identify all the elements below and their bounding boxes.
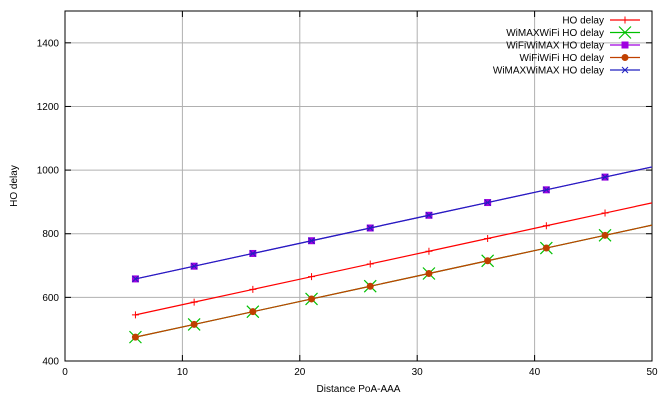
data-point [190, 298, 198, 306]
data-point [249, 285, 257, 293]
x-tick-label: 20 [294, 367, 306, 378]
legend-marker [621, 66, 629, 74]
legend-marker [621, 41, 629, 49]
legend-label: WiMAXWiFi HO delay [506, 28, 604, 39]
legend-item: WiFiWiFi HO delay [520, 53, 640, 64]
plot-frame [64, 10, 653, 362]
data-point [484, 257, 492, 265]
data-point [601, 173, 609, 181]
series-group [129, 166, 653, 344]
y-tick-label: 600 [42, 293, 59, 304]
x-tick-label: 30 [412, 367, 424, 378]
data-point [131, 333, 139, 341]
y-tick-label: 1000 [37, 166, 60, 177]
y-tick-label: 400 [42, 357, 59, 368]
data-point [249, 308, 257, 316]
series-1 [131, 202, 653, 319]
y-tick-label: 800 [42, 229, 59, 240]
data-point [190, 320, 198, 328]
legend-label: HO delay [562, 16, 604, 27]
x-tick-label: 40 [529, 367, 541, 378]
legend-item: HO delay [562, 16, 640, 27]
legend-label: WiFiWiMAX HO delay [506, 41, 604, 52]
legend-marker [621, 16, 629, 24]
legend-item: WiMAXWiMAX HO delay [493, 66, 640, 77]
data-point [484, 235, 492, 242]
data-point [601, 209, 609, 217]
data-point [542, 244, 550, 252]
series-line [135, 166, 653, 280]
x-tick-label: 50 [646, 367, 658, 378]
data-point [425, 247, 433, 255]
x-tick-label: 0 [62, 367, 68, 378]
y-tick-label: 1200 [37, 102, 60, 113]
legend-label: WiMAXWiMAX HO delay [493, 66, 604, 77]
legend-item: WiMAXWiFi HO delay [506, 26, 640, 39]
grid [65, 11, 652, 361]
data-point [542, 222, 550, 230]
series-5 [132, 166, 653, 283]
legend-label: WiFiWiFi HO delay [520, 53, 604, 64]
data-point [484, 199, 491, 206]
axis-ticks: 0 10 20 30 40 50 400 600 800 1000 1200 1400 [37, 11, 658, 378]
data-point [425, 211, 433, 219]
y-axis-label: HO delay [9, 165, 20, 207]
data-point [131, 311, 139, 319]
data-point [308, 273, 316, 281]
legend-marker [618, 26, 632, 39]
series-line [135, 202, 653, 316]
data-point [249, 250, 257, 257]
series-2 [129, 224, 653, 344]
y-tick-label: 1400 [37, 38, 60, 49]
series-4 [131, 224, 653, 341]
data-point [308, 237, 315, 245]
x-axis-label: Distance PoA-AAA [317, 384, 401, 395]
x-tick-label: 10 [177, 367, 189, 378]
data-point [366, 224, 374, 232]
data-point [601, 231, 609, 239]
data-point [542, 186, 550, 194]
data-point [308, 295, 316, 303]
data-point [366, 260, 374, 268]
data-point [425, 270, 433, 277]
legend-item: WiFiWiMAX HO delay [506, 41, 640, 52]
legend-marker [621, 54, 629, 61]
series-line [135, 224, 653, 338]
data-point [132, 275, 139, 283]
data-point [366, 282, 374, 290]
data-point [190, 262, 198, 270]
